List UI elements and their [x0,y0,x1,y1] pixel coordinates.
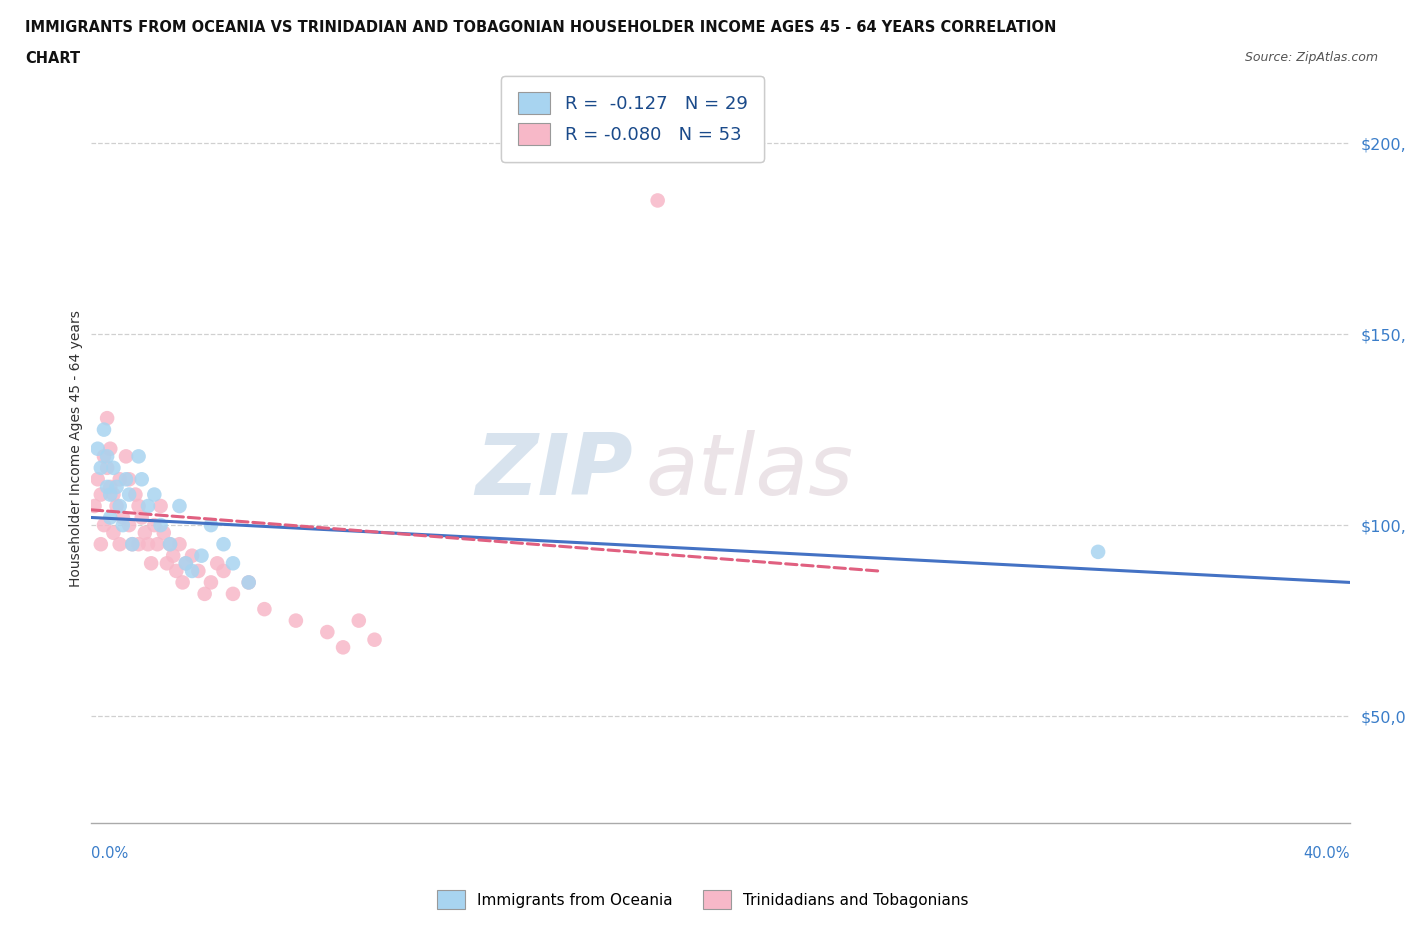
Point [86,472,108,486]
Point [253,602,276,617]
Point [143,487,166,502]
Point [169,537,191,551]
Point [174,556,197,571]
Point [131,472,153,486]
Point [131,510,153,525]
Point [284,613,307,628]
Point [647,193,669,208]
Point [96,480,118,495]
Point [181,549,204,564]
Point [86,442,108,457]
Point [212,564,235,578]
Text: 0.0%: 0.0% [91,846,128,861]
Point [90,537,112,551]
Point [205,556,228,571]
Point [222,587,245,602]
Point [96,411,118,426]
Point [1087,544,1109,559]
Point [118,518,141,533]
Point [93,449,115,464]
Point [200,575,222,590]
Point [136,537,159,551]
Point [108,472,131,486]
Point [124,487,146,502]
Point [115,472,138,486]
Point [194,587,217,602]
Point [96,460,118,475]
Point [128,449,150,464]
Point [316,625,339,640]
Point [96,449,118,464]
Point [103,487,125,502]
Point [143,518,166,533]
Point [152,525,174,540]
Point [172,575,194,590]
Point [121,537,143,551]
Y-axis label: Householder Income Ages 45 - 64 years: Householder Income Ages 45 - 64 years [69,311,83,587]
Point [169,498,191,513]
Point [83,498,105,513]
Point [98,480,121,495]
Point [149,518,172,533]
Point [103,460,125,475]
Point [98,510,121,525]
Point [121,537,143,551]
Point [105,480,128,495]
Point [108,537,131,551]
Point [174,556,197,571]
Point [93,518,115,533]
Point [159,537,181,551]
Point [118,472,141,486]
Point [181,564,204,578]
Point [159,537,181,551]
Text: ZIP: ZIP [475,430,633,512]
Point [115,449,138,464]
Point [98,442,121,457]
Point [238,575,260,590]
Point [146,537,169,551]
Point [165,564,187,578]
Point [128,537,150,551]
Legend: Immigrants from Oceania, Trinidadians and Tobagonians: Immigrants from Oceania, Trinidadians an… [432,884,974,915]
Point [103,525,125,540]
Point [149,498,172,513]
Point [156,556,179,571]
Point [190,549,212,564]
Text: IMMIGRANTS FROM OCEANIA VS TRINIDADIAN AND TOBAGONIAN HOUSEHOLDER INCOME AGES 45: IMMIGRANTS FROM OCEANIA VS TRINIDADIAN A… [25,20,1057,35]
Text: CHART: CHART [25,51,80,66]
Point [108,498,131,513]
Point [93,422,115,437]
Point [90,460,112,475]
Point [187,564,209,578]
Point [136,498,159,513]
Text: Source: ZipAtlas.com: Source: ZipAtlas.com [1244,51,1378,64]
Legend: R =  -0.127   N = 29, R = -0.080   N = 53: R = -0.127 N = 29, R = -0.080 N = 53 [502,76,763,162]
Point [332,640,354,655]
Text: atlas: atlas [645,430,853,512]
Point [200,518,222,533]
Point [128,498,150,513]
Point [238,575,260,590]
Point [111,510,134,525]
Point [111,518,134,533]
Point [118,487,141,502]
Point [105,498,128,513]
Point [212,537,235,551]
Point [347,613,370,628]
Point [363,632,385,647]
Point [90,487,112,502]
Point [141,556,163,571]
Point [222,556,245,571]
Text: 40.0%: 40.0% [1303,846,1350,861]
Point [134,525,156,540]
Point [162,549,184,564]
Point [98,487,121,502]
